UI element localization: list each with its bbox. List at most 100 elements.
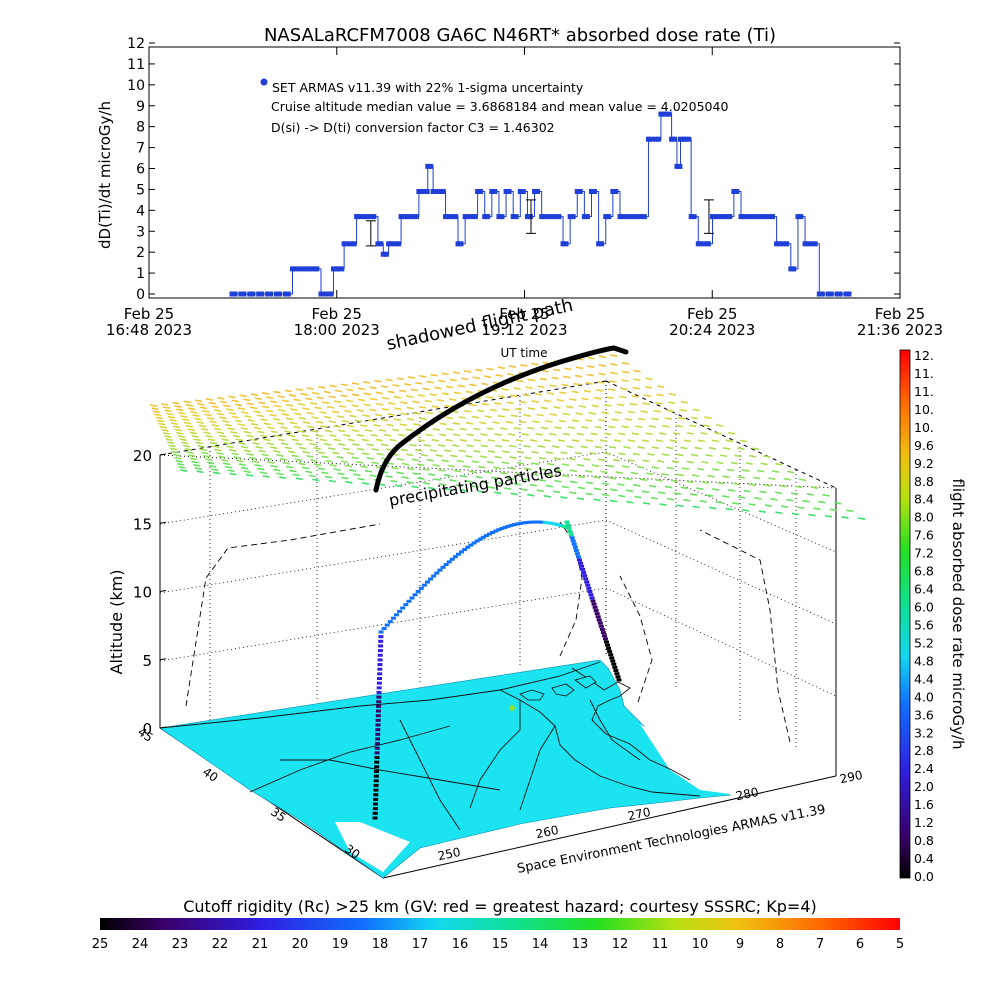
- dose-grid-dash: [692, 408, 700, 412]
- dose-grid-dash: [516, 461, 524, 465]
- dose-grid-dash: [363, 381, 371, 384]
- data-point: [371, 214, 377, 220]
- flight-path-segment: [616, 678, 622, 682]
- dose-grid-dash: [328, 395, 336, 399]
- data-point: [311, 266, 317, 272]
- dose-grid-dash: [324, 475, 333, 479]
- data-point: [653, 136, 659, 142]
- x-tick-label-time: 20:24 2023: [669, 321, 755, 339]
- dose-grid-dash: [519, 400, 527, 404]
- flight-path-segment: [583, 577, 589, 581]
- data-point: [713, 214, 719, 220]
- data-point: [755, 214, 761, 220]
- dose-grid-dash: [422, 468, 430, 472]
- flight-path-segment: [381, 627, 387, 631]
- dose-grid-dash: [176, 431, 184, 435]
- cutoff-rigidity-colorbar: Cutoff rigidity (Rc) >25 km (GV: red = g…: [92, 897, 904, 952]
- flight-path-segment: [566, 526, 572, 530]
- dose-grid-dash: [745, 462, 753, 465]
- dose-grid-dash: [621, 370, 630, 374]
- dose-grid-dash: [346, 424, 354, 428]
- dose-grid-dash: [502, 408, 510, 412]
- dose-grid-dash: [261, 453, 269, 457]
- dose-grid-dash: [730, 461, 739, 465]
- dose-grid-dash: [313, 447, 321, 450]
- dose-grid-dash: [489, 408, 497, 412]
- dose-grid-dash: [538, 478, 546, 482]
- flight-path-segment: [545, 521, 551, 525]
- dose-grid-dash: [683, 439, 692, 443]
- dose-grid-dash: [295, 388, 303, 392]
- y-tick-label: 11: [127, 57, 145, 73]
- dose-grid-dash: [224, 423, 233, 427]
- dose-grid-dash: [419, 406, 427, 409]
- data-point: [465, 214, 471, 220]
- dose-grid-dash: [459, 438, 467, 442]
- dose-grid-dash: [510, 492, 518, 496]
- x-tick-label-date: Feb 25: [499, 305, 549, 323]
- flight-path-segment: [610, 659, 616, 663]
- annotation-cruise-altitude: Cruise altitude median value = 3.6868184…: [271, 99, 728, 114]
- data-point: [304, 266, 310, 272]
- dose-grid-dash: [297, 402, 306, 406]
- dose-grid-dash: [246, 473, 254, 477]
- flight-path-segment: [530, 520, 536, 524]
- longitude-axis-ticks: 250 260 270 280 290: [437, 768, 864, 863]
- dose-grid-dash: [655, 401, 663, 405]
- dose-grid-dash: [631, 432, 639, 436]
- dose-grid-dash: [666, 466, 675, 470]
- dose-grid-dash: [214, 409, 222, 412]
- dose-grid-dash: [282, 461, 291, 465]
- dose-grid-dash: [611, 418, 619, 422]
- dose-grid-dash: [178, 466, 186, 469]
- dose-grid-dash: [177, 435, 186, 438]
- altitude-tick-label: 5: [142, 652, 152, 670]
- dose-grid-dash: [223, 404, 231, 408]
- dose-grid-dash: [196, 470, 204, 474]
- dose-grid-dash: [536, 413, 544, 417]
- dose-grid-dash: [609, 354, 618, 357]
- colorbar-tick-label: 4.4: [914, 671, 934, 686]
- dose-grid-dash: [381, 407, 390, 411]
- dose-grid-dash: [645, 377, 653, 381]
- data-point: [265, 291, 271, 297]
- colorbar-tick-label: 15: [492, 937, 509, 952]
- flight-path-segment: [465, 545, 471, 549]
- dose-grid-dash: [159, 425, 168, 429]
- dose-grid-dash: [374, 379, 382, 383]
- dose-grid-dash: [841, 516, 849, 519]
- dose-grid-dash: [243, 470, 251, 474]
- dose-grid-dash: [600, 470, 608, 474]
- data-point: [293, 266, 299, 272]
- dose-grid-dash: [231, 415, 240, 419]
- y-tick-label: 0: [136, 287, 145, 303]
- flight-path-segment: [564, 520, 570, 524]
- data-point: [517, 189, 523, 195]
- data-point: [364, 214, 370, 220]
- dose-grid-dash: [385, 378, 393, 382]
- y-tick-label: 8: [136, 120, 145, 136]
- colorbar-tick-label: 3.6: [914, 707, 934, 722]
- coastlines: [159, 661, 701, 831]
- dose-grid-dash: [426, 380, 434, 384]
- data-point: [259, 291, 265, 297]
- y-tick-label: 12: [127, 36, 145, 52]
- flight-path-segment: [585, 583, 591, 587]
- dose-grid-dash: [671, 460, 680, 464]
- dose-grid-dash: [267, 461, 275, 464]
- data-point: [290, 266, 296, 272]
- dose-grid-layer: [149, 354, 866, 520]
- dose-grid-dash: [546, 474, 554, 477]
- dose-grid-dash: [251, 460, 260, 464]
- dose-grid-dash: [197, 402, 205, 406]
- dose-grid-dash: [546, 462, 554, 466]
- dose-grid-dash: [655, 479, 663, 482]
- dose-grid-dash: [453, 391, 461, 395]
- dose-grid-dash: [263, 438, 271, 442]
- dose-grid-dash: [227, 427, 235, 431]
- dose-grid-dash: [520, 488, 528, 492]
- dose-grid-dash: [209, 420, 217, 424]
- dose-grid-dash: [167, 441, 175, 445]
- dose-grid-dash: [561, 383, 569, 387]
- flight-path-segment: [502, 525, 508, 529]
